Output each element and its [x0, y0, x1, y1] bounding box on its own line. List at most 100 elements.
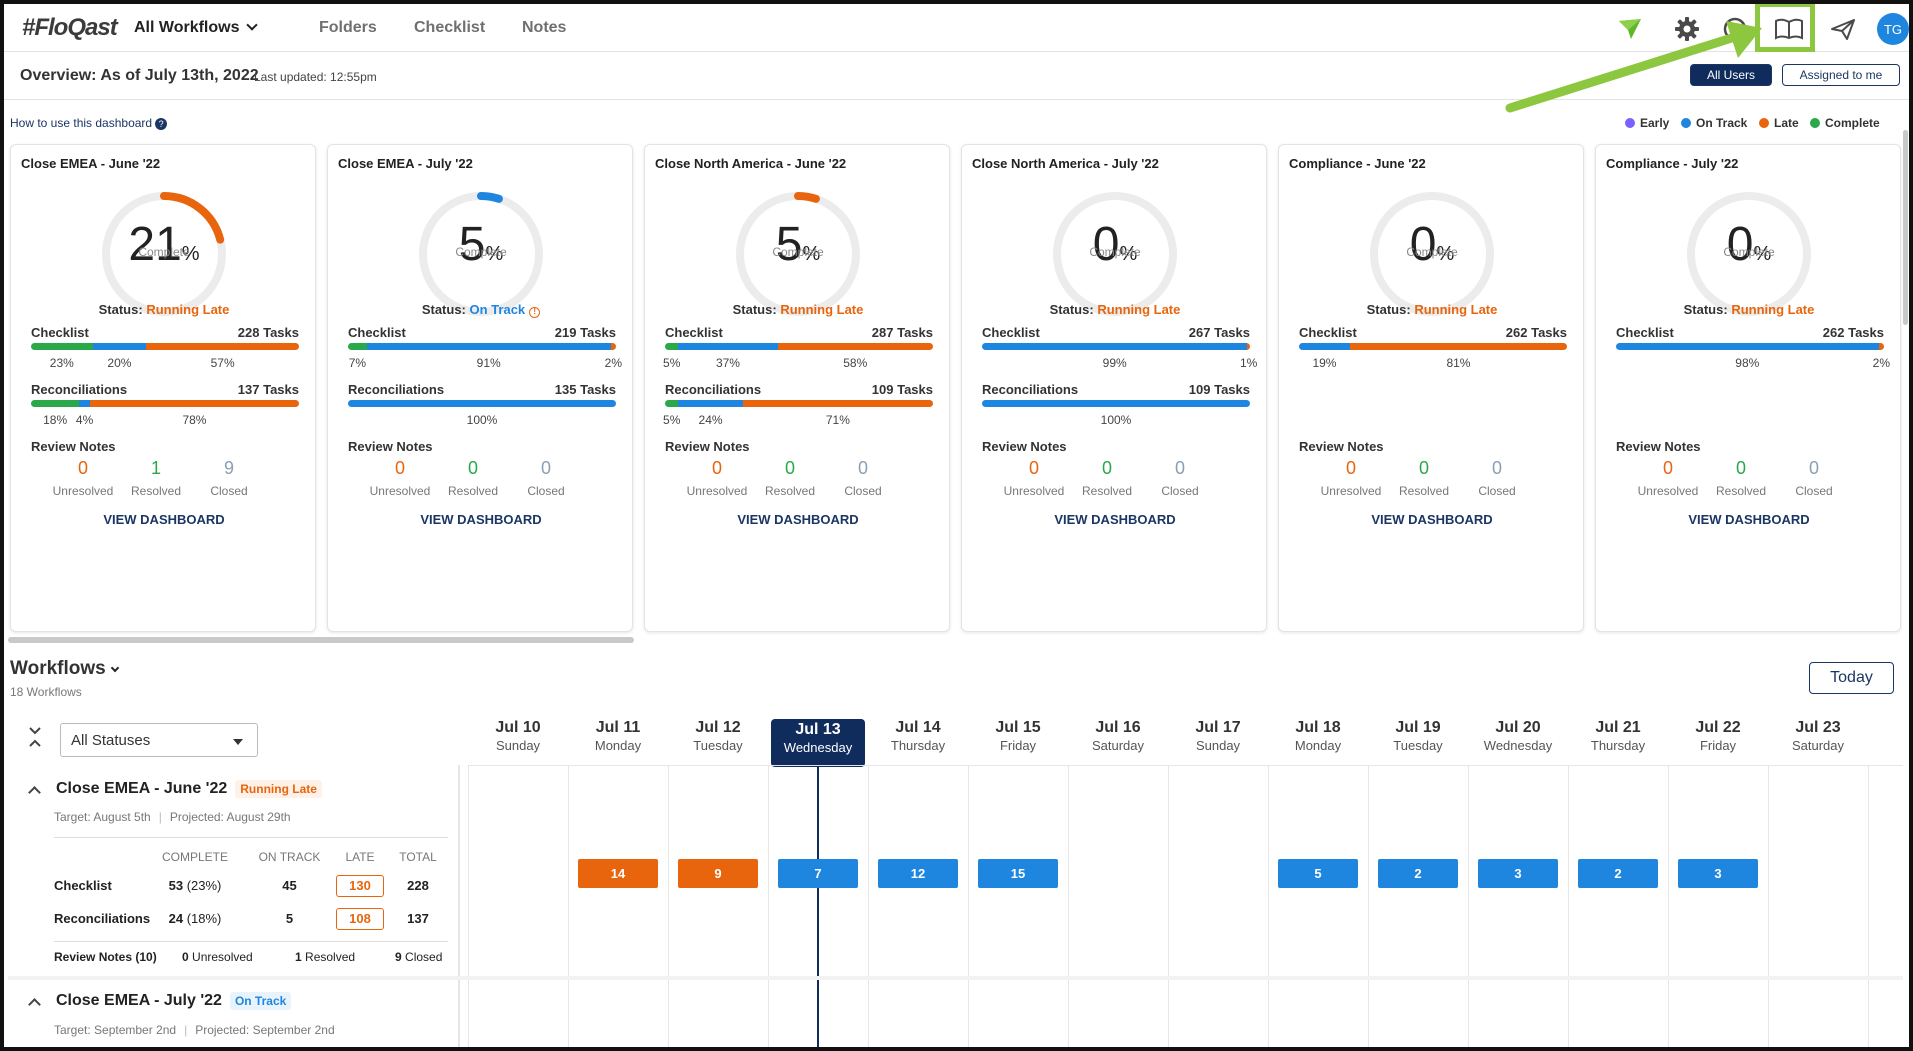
avatar[interactable]: TG — [1877, 13, 1909, 45]
progress-bar — [665, 343, 933, 350]
day-header-10[interactable]: Jul 20 Wednesday — [1471, 719, 1565, 753]
day-header-8[interactable]: Jul 18 Monday — [1271, 719, 1365, 753]
floqast-logo[interactable]: #FloQast — [22, 14, 118, 41]
vertical-scrollbar[interactable] — [1903, 130, 1908, 325]
timeline-task-pill[interactable]: 7 — [778, 859, 858, 888]
all-users-button[interactable]: All Users — [1690, 64, 1772, 86]
timeline-task-pill[interactable]: 2 — [1578, 859, 1658, 888]
day-header-9[interactable]: Jul 19 Tuesday — [1371, 719, 1465, 753]
progress-segment — [1299, 343, 1350, 350]
percent-value: 0 — [1092, 218, 1120, 271]
day-header-5[interactable]: Jul 15 Friday — [971, 719, 1065, 753]
day-header-7[interactable]: Jul 17 Sunday — [1171, 719, 1265, 753]
view-dashboard-link[interactable]: VIEW DASHBOARD — [420, 512, 542, 527]
day-header-2[interactable]: Jul 12 Tuesday — [671, 719, 765, 753]
late-count-button[interactable]: 130 — [336, 875, 384, 897]
late-count-button[interactable]: 108 — [336, 908, 384, 930]
timeline-task-pill[interactable]: 2 — [1378, 859, 1458, 888]
timeline-task-pill[interactable]: 15 — [978, 859, 1058, 888]
timeline-task-pill[interactable]: 12 — [878, 859, 958, 888]
day-date: Jul 11 — [595, 719, 641, 736]
collapse-all-icon[interactable] — [28, 726, 42, 748]
review-count[interactable]: 0 — [1735, 458, 1746, 478]
timeline-task-pill[interactable]: 3 — [1678, 859, 1758, 888]
open-book-icon[interactable] — [1774, 14, 1804, 44]
grid-column-line — [968, 765, 969, 1051]
review-count[interactable]: 9 — [223, 458, 234, 478]
view-dashboard-link[interactable]: VIEW DASHBOARD — [737, 512, 859, 527]
nav-checklist[interactable]: Checklist — [414, 19, 486, 36]
view-dashboard-link[interactable]: VIEW DASHBOARD — [103, 512, 225, 527]
cell-complete: 24 (18%) — [160, 911, 230, 926]
day-header-1[interactable]: Jul 11 Monday — [571, 719, 665, 753]
day-header-0[interactable]: Jul 10 Sunday — [471, 719, 565, 753]
review-count[interactable]: 0 — [1345, 458, 1356, 478]
complete-label: Complete — [455, 245, 507, 259]
workflow-name[interactable]: Close EMEA - June '22 Running Late — [56, 780, 322, 798]
percent-complete: 0% — [962, 217, 1268, 272]
row-label-checklist: Checklist — [54, 878, 112, 893]
review-count[interactable]: 0 — [394, 458, 405, 478]
progress-segment — [982, 343, 1248, 350]
timeline-task-pill[interactable]: 9 — [678, 859, 758, 888]
today-marker-line — [817, 767, 819, 1051]
review-count[interactable]: 0 — [857, 458, 868, 478]
gear-icon[interactable] — [1672, 14, 1702, 44]
review-count[interactable]: 0 — [1491, 458, 1502, 478]
review-count[interactable]: 0 — [711, 458, 722, 478]
cell-complete: 53 (23%) — [160, 878, 230, 893]
review-count[interactable]: 0 — [1418, 458, 1429, 478]
how-to-label: How to use this dashboard — [10, 116, 153, 130]
nav-folders[interactable]: Folders — [319, 19, 377, 36]
workflow-name[interactable]: Close EMEA - July '22 On Track — [56, 992, 292, 1010]
progress-ring — [736, 192, 860, 316]
progress-label: 58% — [843, 356, 868, 370]
day-header-4[interactable]: Jul 14 Thursday — [871, 719, 965, 753]
horizontal-scrollbar[interactable] — [8, 637, 634, 643]
section-label: Checklist — [1299, 325, 1357, 340]
status-filter-select[interactable]: All Statuses — [60, 723, 258, 757]
paper-plane-icon[interactable] — [1615, 14, 1645, 44]
review-count[interactable]: 0 — [467, 458, 478, 478]
review-notes-header: Review Notes — [31, 439, 116, 454]
progress-label: 99% — [1102, 356, 1127, 370]
timeline-task-pill[interactable]: 3 — [1478, 859, 1558, 888]
review-count[interactable]: 0 — [1174, 458, 1185, 478]
divider — [54, 941, 448, 942]
review-count[interactable]: 0 — [1662, 458, 1673, 478]
review-count[interactable]: 0 — [77, 458, 88, 478]
review-count[interactable]: 0 — [784, 458, 795, 478]
complete-label: Complete — [1723, 245, 1775, 259]
today-button[interactable]: Today — [1809, 662, 1894, 694]
workflow-dates: Target: September 2nd | Projected: Septemb… — [54, 1023, 335, 1037]
info-icon: ! — [529, 307, 541, 318]
unresolved-count: 0 — [182, 950, 189, 964]
review-count[interactable]: 0 — [1808, 458, 1819, 478]
timeline-task-pill[interactable]: 5 — [1278, 859, 1358, 888]
day-header-11[interactable]: Jul 21 Thursday — [1571, 719, 1665, 753]
percent-value: 0 — [1409, 218, 1437, 271]
review-notes-header: Review Notes — [348, 439, 433, 454]
day-header-3[interactable]: Jul 13 Wednesday — [771, 719, 865, 767]
nav-all-workflows[interactable]: All Workflows — [134, 19, 258, 37]
send-icon[interactable] — [1828, 14, 1858, 44]
view-dashboard-link[interactable]: VIEW DASHBOARD — [1371, 512, 1493, 527]
review-count[interactable]: 0 — [1028, 458, 1039, 478]
review-label: Closed — [1795, 484, 1833, 498]
timeline-task-pill[interactable]: 14 — [578, 859, 658, 888]
day-header-12[interactable]: Jul 22 Friday — [1671, 719, 1765, 753]
projected-date: Projected: September 2nd — [195, 1023, 335, 1037]
day-header-13[interactable]: Jul 23 Saturday — [1771, 719, 1865, 753]
review-label: Unresolved — [369, 484, 431, 498]
section-header: Checklist 228 Tasks — [31, 325, 299, 340]
day-header-6[interactable]: Jul 16 Saturday — [1071, 719, 1165, 753]
workflows-title[interactable]: Workflows — [10, 658, 119, 680]
how-to-link[interactable]: How to use this dashboard? — [10, 116, 168, 130]
assigned-to-me-button[interactable]: Assigned to me — [1782, 64, 1900, 86]
review-count[interactable]: 0 — [540, 458, 551, 478]
review-count[interactable]: 0 — [1101, 458, 1112, 478]
view-dashboard-link[interactable]: VIEW DASHBOARD — [1054, 512, 1176, 527]
view-dashboard-link[interactable]: VIEW DASHBOARD — [1688, 512, 1810, 527]
nav-notes[interactable]: Notes — [522, 19, 567, 36]
review-count[interactable]: 1 — [150, 458, 161, 478]
